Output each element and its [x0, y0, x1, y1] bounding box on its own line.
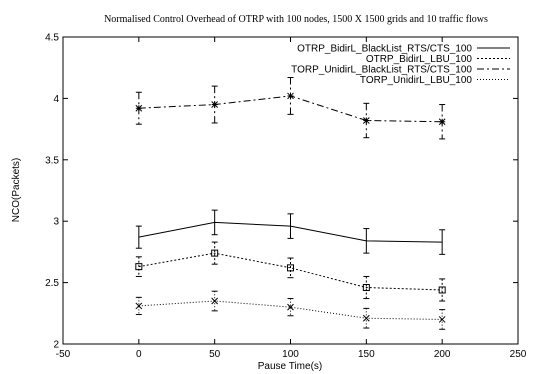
y-axis-label: NCO(Packets) — [11, 158, 22, 222]
data-point — [362, 314, 370, 322]
x-tick-label: 200 — [434, 349, 451, 360]
legend-label: OTRP_BidirL_BlackList_RTS/CTS_100 — [297, 44, 472, 55]
y-tick-label: 4 — [53, 94, 59, 105]
y-tick-label: 4.5 — [45, 33, 59, 44]
series-layer — [135, 77, 446, 330]
x-tick-label: 150 — [358, 349, 375, 360]
y-tick-label: 2 — [53, 340, 59, 351]
x-tick-label: 0 — [136, 349, 142, 360]
series-line — [138, 252, 443, 291]
legend-label: TORP_UnidirL_BlackList_RTS/CTS_100 — [291, 65, 472, 76]
legend-label: OTRP_BidirL_LBU_100 — [366, 54, 473, 65]
legend: OTRP_BidirL_BlackList_RTS/CTS_100OTRP_Bi… — [291, 44, 510, 86]
data-point — [287, 303, 294, 311]
series-line — [138, 300, 443, 320]
data-point — [211, 297, 219, 305]
y-tick-label: 3.5 — [45, 155, 59, 166]
data-point — [135, 302, 143, 310]
data-point — [438, 118, 446, 126]
y-tick-label: 2.5 — [45, 278, 59, 289]
data-point — [211, 249, 219, 257]
x-tick-label: -50 — [56, 349, 71, 360]
series-1 — [135, 209, 446, 255]
x-tick-label: 50 — [209, 349, 221, 360]
x-tick-label: 100 — [282, 349, 299, 360]
y-tick-label: 3 — [53, 217, 59, 228]
data-point — [135, 263, 143, 271]
series-2 — [135, 241, 446, 302]
axes: -50 0 50 100 150 200 250 2 2.5 3 3.5 4 4.5 — [45, 33, 527, 361]
legend-label: TORP_UnidirL_LBU_100 — [360, 75, 473, 86]
series-4 — [135, 290, 446, 330]
data-point — [438, 316, 446, 323]
x-axis-label: Pause Time(s) — [258, 361, 322, 372]
data-point — [287, 264, 294, 272]
series-3 — [135, 77, 446, 140]
data-point — [135, 104, 143, 112]
data-point — [287, 92, 294, 100]
data-point — [211, 101, 219, 108]
data-point — [362, 117, 370, 124]
x-tick-label: 250 — [510, 349, 527, 360]
data-point — [362, 284, 370, 292]
chart-title: Normalised Control Overhead of OTRP with… — [104, 14, 488, 25]
data-point — [438, 286, 446, 294]
